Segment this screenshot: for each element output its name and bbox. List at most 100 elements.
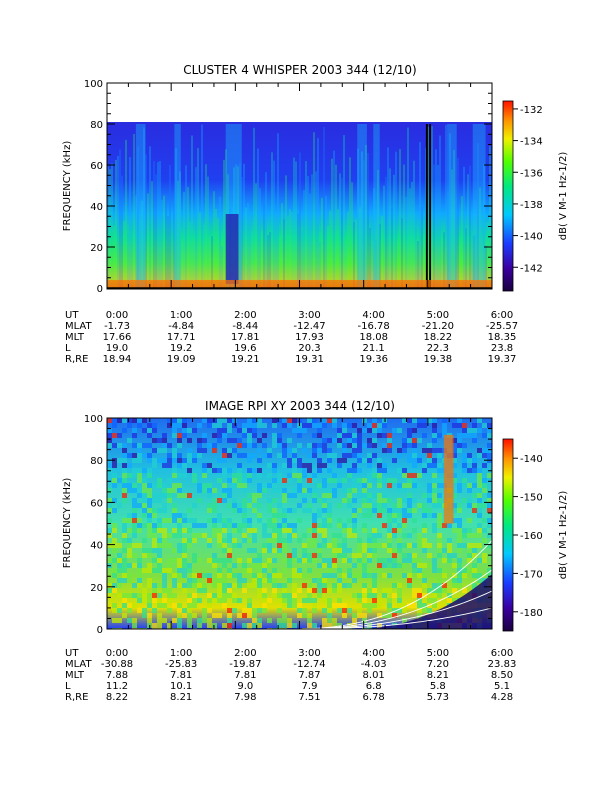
whisper-ytick-label: 0 xyxy=(97,284,103,295)
rpi-ephem-label: MLT xyxy=(65,670,85,681)
rpi-ephem-value: 8.21 xyxy=(170,692,192,703)
rpi-ylabel: FREQUENCY (kHz) xyxy=(62,478,73,569)
rpi-colorbar-tick-label: -150 xyxy=(520,493,543,504)
whisper-ephem-value: 19.0 xyxy=(106,343,128,354)
whisper-ephem-label: UT xyxy=(65,310,79,321)
rpi-colorbar-tick-label: -180 xyxy=(520,608,543,619)
whisper-ephem-value: 23.8 xyxy=(491,343,513,354)
whisper-colorbar-tick-label: -136 xyxy=(520,168,543,179)
whisper-ytick-label: 20 xyxy=(90,243,103,254)
whisper-ephem-value: 19.21 xyxy=(231,354,260,365)
rpi-ephem-value: 6:00 xyxy=(491,648,513,659)
rpi-ytick-label: 0 xyxy=(97,625,103,636)
rpi-ephem-value: 5.73 xyxy=(427,692,449,703)
rpi-colorbar xyxy=(502,438,514,632)
whisper-ephem-value: 22.3 xyxy=(427,343,449,354)
rpi-ephem-value: 1:00 xyxy=(170,648,192,659)
whisper-ephem-value: 19.2 xyxy=(170,343,192,354)
rpi-ytick-label: 100 xyxy=(84,414,103,425)
rpi-ephem-value: 7.88 xyxy=(106,670,128,681)
rpi-colorbar-tick-label: -140 xyxy=(520,454,543,465)
whisper-ytick-label: 100 xyxy=(84,79,103,90)
whisper-ytick-label: 80 xyxy=(90,120,103,131)
whisper-ylabel: FREQUENCY (kHz) xyxy=(62,141,73,232)
whisper-ephem-value: 2:00 xyxy=(234,310,256,321)
rpi-ephem-label: UT xyxy=(65,648,79,659)
rpi-ephem-value: 8.01 xyxy=(363,670,385,681)
whisper-colorbar-tick-label: -138 xyxy=(520,200,543,211)
whisper-ephem-value: 17.81 xyxy=(231,332,260,343)
rpi-ephem-value: 10.1 xyxy=(170,681,192,692)
rpi-ephem-value: 8.21 xyxy=(427,670,449,681)
rpi-ephem-value: 8.22 xyxy=(106,692,128,703)
rpi-ytick-label: 40 xyxy=(90,541,103,552)
whisper-ephem-label: MLAT xyxy=(65,321,92,332)
rpi-ephem-value: 7.51 xyxy=(298,692,320,703)
whisper-ephem-label: MLT xyxy=(65,332,85,343)
whisper-ephem-value: 19.38 xyxy=(424,354,453,365)
whisper-ephem-value: 6:00 xyxy=(491,310,513,321)
rpi-ephem-value: 7.9 xyxy=(302,681,318,692)
whisper-ephem-value: 18.22 xyxy=(424,332,453,343)
rpi-ephem-value: 7.81 xyxy=(170,670,192,681)
rpi-ephem-value: 7.87 xyxy=(298,670,320,681)
rpi-ephem-value: 2:00 xyxy=(234,648,256,659)
whisper-ephem-value: 20.3 xyxy=(298,343,320,354)
rpi-colorbar-tick-label: -160 xyxy=(520,531,543,542)
whisper-ephem-value: -8.44 xyxy=(232,321,258,332)
rpi-spectrogram xyxy=(107,418,492,629)
whisper-ephem-value: -12.47 xyxy=(293,321,325,332)
rpi-ephem-value: 5:00 xyxy=(427,648,449,659)
rpi-ytick-label: 80 xyxy=(90,456,103,467)
whisper-ephem-value: -16.78 xyxy=(358,321,390,332)
whisper-ephem-value: 19.6 xyxy=(234,343,256,354)
whisper-ephem-value: 5:00 xyxy=(427,310,449,321)
rpi-ephem-value: 7.98 xyxy=(234,692,256,703)
rpi-ephem-value: 9.0 xyxy=(237,681,253,692)
rpi-ephem-value: -4.03 xyxy=(361,659,387,670)
whisper-ephem-value: 17.71 xyxy=(167,332,196,343)
whisper-ephem-label: R,RE xyxy=(65,354,88,365)
rpi-ytick-label: 60 xyxy=(90,498,103,509)
rpi-ephem-value: -12.74 xyxy=(293,659,325,670)
whisper-ephem-value: 17.66 xyxy=(103,332,132,343)
rpi-ephem-value: 4.28 xyxy=(491,692,513,703)
rpi-ephem-value: 3:00 xyxy=(298,648,320,659)
rpi-ephem-value: -30.88 xyxy=(101,659,133,670)
whisper-ytick-label: 60 xyxy=(90,161,103,172)
whisper-ephem-value: -21.20 xyxy=(422,321,454,332)
rpi-ephem-value: 6.78 xyxy=(363,692,385,703)
rpi-ephem-value: 8.50 xyxy=(491,670,513,681)
rpi-ephem-value: 23.83 xyxy=(488,659,517,670)
whisper-ephem-value: 17.93 xyxy=(295,332,324,343)
whisper-panel: CLUSTER 4 WHISPER 2003 344 (12/10) 0 20 40… xyxy=(62,63,569,365)
whisper-title: CLUSTER 4 WHISPER 2003 344 (12/10) xyxy=(183,63,416,77)
rpi-ephem-value: 7.20 xyxy=(427,659,449,670)
rpi-ytick-label: 20 xyxy=(90,583,103,594)
rpi-colorbar-label: dB( V M-1 Hz-1/2) xyxy=(558,491,569,580)
rpi-ephem-value: 7.81 xyxy=(234,670,256,681)
rpi-ephem-value: 0:00 xyxy=(106,648,128,659)
rpi-ephem-label: MLAT xyxy=(65,659,92,670)
whisper-ephem-value: 4:00 xyxy=(362,310,384,321)
rpi-ephem-value: 5.1 xyxy=(494,681,510,692)
rpi-ephem-value: 4:00 xyxy=(362,648,384,659)
whisper-ephem-value: 18.94 xyxy=(103,354,132,365)
whisper-ephem-value: 19.09 xyxy=(167,354,196,365)
rpi-colorbar-tick-label: -170 xyxy=(520,569,543,580)
whisper-ephemeris: UT 0:00 1:00 2:00 3:00 4:00 5:00 6:00 MLAT -1.73 -… xyxy=(65,310,518,365)
whisper-ephem-value: -4.84 xyxy=(168,321,194,332)
whisper-colorbar-tick-label: -132 xyxy=(520,105,543,116)
whisper-colorbar-tick-label: -142 xyxy=(520,263,543,274)
whisper-colorbar-label: dB( V M-1 Hz-1/2) xyxy=(558,152,569,241)
whisper-ephem-value: 19.37 xyxy=(488,354,517,365)
whisper-ephem-value: 1:00 xyxy=(170,310,192,321)
rpi-ephemeris: UT 0:00 1:00 2:00 3:00 4:00 5:00 6:00 MLAT -30.88… xyxy=(65,648,516,703)
whisper-ephem-label: L xyxy=(65,343,71,354)
rpi-ephem-label: L xyxy=(65,681,71,692)
whisper-spectrogram xyxy=(107,122,492,288)
rpi-ephem-value: 11.2 xyxy=(106,681,128,692)
whisper-ephem-value: 21.1 xyxy=(363,343,385,354)
whisper-ephem-value: 18.08 xyxy=(359,332,388,343)
